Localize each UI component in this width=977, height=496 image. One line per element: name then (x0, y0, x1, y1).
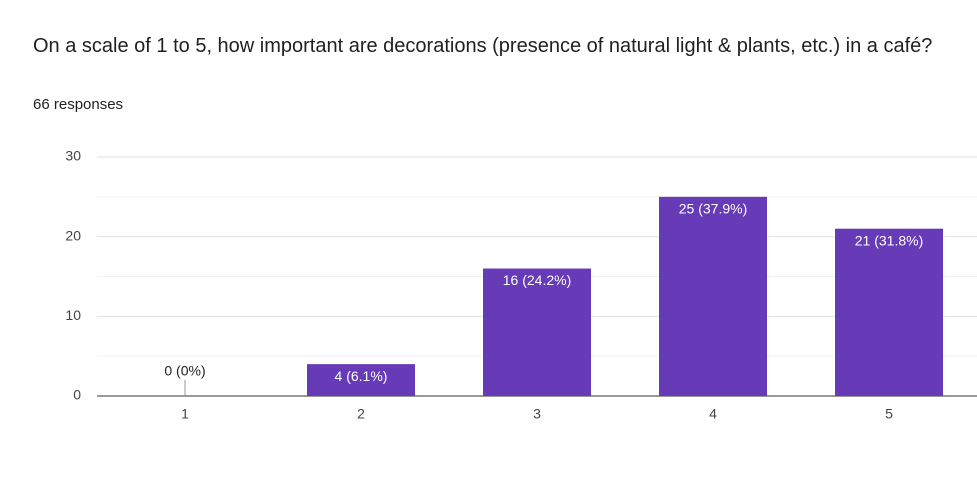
y-tick-label: 10 (65, 307, 81, 323)
bar (307, 364, 415, 396)
x-tick-label: 2 (357, 406, 365, 422)
response-count: 66 responses (33, 96, 124, 113)
data-label: 25 (37.9%) (679, 201, 747, 217)
question-title: On a scale of 1 to 5, how important are … (33, 35, 933, 57)
y-tick-label: 0 (73, 387, 81, 403)
y-tick-label: 30 (65, 148, 81, 164)
bar (659, 196, 767, 396)
x-tick-label: 4 (709, 406, 717, 422)
data-label: 4 (6.1%) (335, 368, 388, 384)
bar (483, 268, 591, 396)
y-tick-label: 20 (65, 227, 81, 243)
x-tick-label: 5 (885, 406, 893, 422)
data-label: 21 (31.8%) (855, 232, 923, 248)
x-tick-label: 3 (533, 406, 541, 422)
data-label: 16 (24.2%) (503, 272, 571, 288)
x-tick-label: 1 (181, 406, 189, 422)
bar (835, 228, 943, 396)
data-label: 0 (0%) (164, 363, 205, 379)
